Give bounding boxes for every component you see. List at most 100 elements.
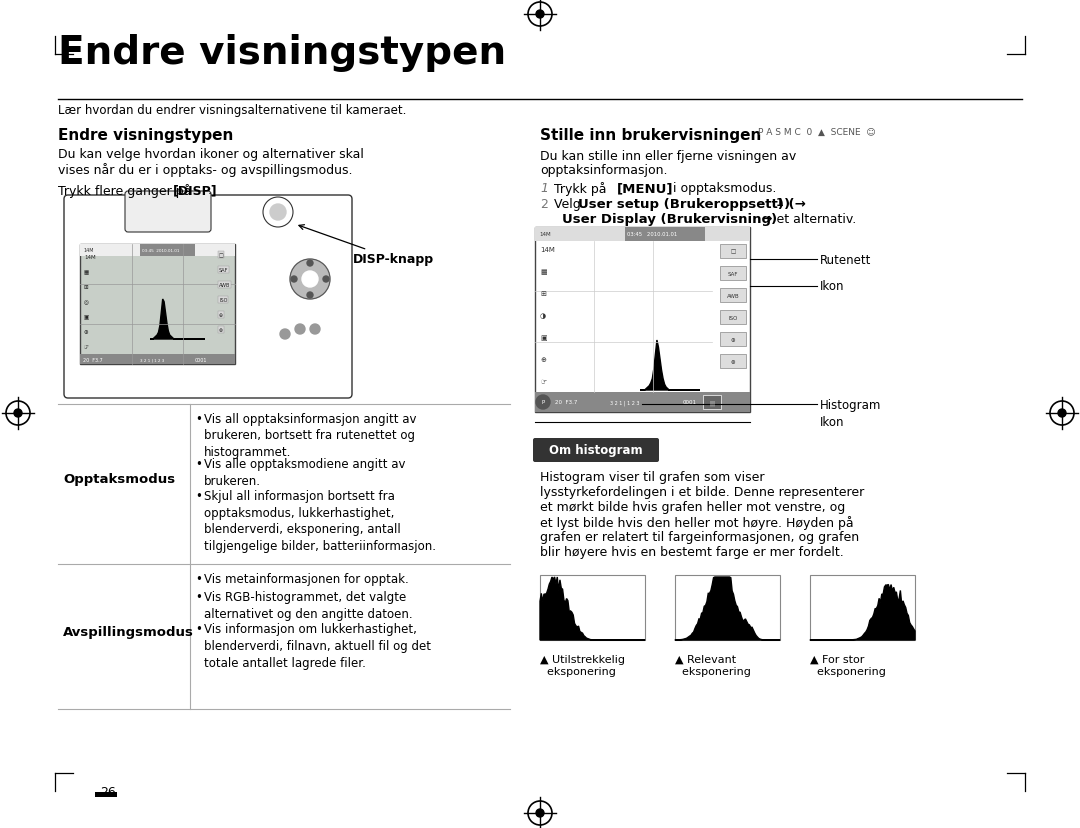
Text: □: □ bbox=[730, 249, 735, 254]
Text: 20  F3.7: 20 F3.7 bbox=[83, 357, 103, 362]
Text: 14M: 14M bbox=[540, 247, 555, 253]
Polygon shape bbox=[150, 300, 205, 339]
Text: → et alternativ.: → et alternativ. bbox=[758, 213, 856, 226]
Text: ⊕: ⊕ bbox=[540, 357, 545, 363]
FancyBboxPatch shape bbox=[64, 195, 352, 398]
Bar bbox=[720, 289, 746, 303]
Text: ◎: ◎ bbox=[84, 300, 89, 305]
Text: ▣: ▣ bbox=[84, 315, 90, 320]
Text: 1: 1 bbox=[540, 182, 548, 195]
Circle shape bbox=[291, 260, 330, 300]
Text: ▲ For stor: ▲ For stor bbox=[810, 654, 864, 664]
Text: ⊗: ⊗ bbox=[219, 328, 224, 333]
Text: •: • bbox=[195, 412, 202, 426]
Bar bbox=[720, 354, 746, 368]
Bar bbox=[720, 310, 746, 325]
Bar bbox=[535, 228, 750, 242]
Text: P A S M C  0  ▲  SCENE  ☺: P A S M C 0 ▲ SCENE ☺ bbox=[758, 128, 876, 137]
Text: 26: 26 bbox=[100, 785, 116, 798]
Text: •: • bbox=[195, 623, 202, 636]
Text: ▲ Relevant: ▲ Relevant bbox=[675, 654, 737, 664]
Text: 14M: 14M bbox=[84, 255, 96, 260]
Text: •: • bbox=[195, 458, 202, 471]
Text: ) →: ) → bbox=[784, 198, 806, 211]
Bar bbox=[625, 228, 705, 242]
Text: ▦: ▦ bbox=[84, 270, 90, 275]
Text: ▣: ▣ bbox=[540, 335, 546, 340]
Text: 20  F3.7: 20 F3.7 bbox=[555, 400, 578, 405]
Text: Du kan stille inn eller fjerne visningen av: Du kan stille inn eller fjerne visningen… bbox=[540, 150, 796, 163]
Text: eksponering: eksponering bbox=[540, 667, 616, 676]
Text: Vis RGB-histogrammet, det valgte
alternativet og den angitte datoen.: Vis RGB-histogrammet, det valgte alterna… bbox=[204, 591, 413, 620]
Circle shape bbox=[1058, 410, 1066, 417]
Text: DISP-knapp: DISP-knapp bbox=[299, 225, 434, 266]
Text: User setup (Brukeroppsett) (: User setup (Brukeroppsett) ( bbox=[578, 198, 795, 211]
Text: 0001: 0001 bbox=[195, 357, 207, 362]
Text: Histogram viser til grafen som viser: Histogram viser til grafen som viser bbox=[540, 470, 765, 484]
Bar bbox=[720, 267, 746, 281]
Text: ▲ Utilstrekkelig: ▲ Utilstrekkelig bbox=[540, 654, 625, 664]
FancyBboxPatch shape bbox=[125, 192, 211, 233]
Text: SAF: SAF bbox=[728, 272, 739, 277]
Text: eksponering: eksponering bbox=[810, 667, 886, 676]
FancyBboxPatch shape bbox=[534, 439, 659, 463]
Text: ⊕: ⊕ bbox=[731, 337, 735, 342]
Text: 1: 1 bbox=[777, 198, 784, 208]
Text: et lyst bilde hvis den heller mot høyre. Høyden på: et lyst bilde hvis den heller mot høyre.… bbox=[540, 515, 853, 529]
Text: ⊕: ⊕ bbox=[84, 330, 89, 335]
Text: 03:45   2010.01.01: 03:45 2010.01.01 bbox=[627, 232, 677, 237]
Bar bbox=[80, 245, 235, 257]
Text: ⊗: ⊗ bbox=[731, 359, 735, 364]
Text: opptaksinformasjon.: opptaksinformasjon. bbox=[540, 164, 667, 177]
Text: Trykk flere ganger på: Trykk flere ganger på bbox=[58, 184, 195, 198]
Text: ▦: ▦ bbox=[540, 268, 546, 275]
Text: Velg: Velg bbox=[554, 198, 584, 211]
Circle shape bbox=[302, 272, 318, 287]
Polygon shape bbox=[640, 340, 700, 391]
Text: 3 2 1 | 1 2 3: 3 2 1 | 1 2 3 bbox=[610, 400, 639, 405]
Polygon shape bbox=[675, 577, 780, 640]
Circle shape bbox=[295, 325, 305, 335]
Text: i opptaksmodus.: i opptaksmodus. bbox=[669, 182, 777, 195]
Text: SAF: SAF bbox=[219, 267, 228, 272]
Text: lysstyrkefordelingen i et bilde. Denne representerer: lysstyrkefordelingen i et bilde. Denne r… bbox=[540, 485, 864, 498]
Text: [DISP]: [DISP] bbox=[173, 184, 218, 197]
Text: ☞: ☞ bbox=[84, 344, 89, 349]
Polygon shape bbox=[810, 585, 915, 640]
Text: Vis all opptaksinformasjon angitt av
brukeren, bortsett fra rutenettet og
histog: Vis all opptaksinformasjon angitt av bru… bbox=[204, 412, 417, 459]
Text: grafen er relatert til fargeinformasjonen, og grafen: grafen er relatert til fargeinformasjone… bbox=[540, 531, 859, 543]
Text: ISO: ISO bbox=[219, 297, 228, 303]
Text: Ikon: Ikon bbox=[820, 416, 845, 429]
Text: Avspillingsmodus: Avspillingsmodus bbox=[63, 625, 194, 638]
Polygon shape bbox=[540, 577, 645, 640]
Text: Opptaksmodus: Opptaksmodus bbox=[63, 473, 175, 486]
Text: ☞: ☞ bbox=[540, 378, 546, 384]
Text: 14M: 14M bbox=[539, 232, 551, 237]
Bar bbox=[703, 396, 721, 410]
Text: vises når du er i opptaks- og avspillingsmodus.: vises når du er i opptaks- og avspilling… bbox=[58, 163, 352, 176]
Bar bbox=[720, 245, 746, 258]
Circle shape bbox=[307, 292, 313, 299]
Text: ⊕: ⊕ bbox=[219, 313, 224, 318]
Text: Vis metainformasjonen for opptak.: Vis metainformasjonen for opptak. bbox=[204, 572, 408, 585]
Circle shape bbox=[280, 330, 291, 339]
Text: AWB: AWB bbox=[219, 282, 230, 287]
Bar bbox=[80, 354, 235, 364]
Text: Vis alle opptaksmodiene angitt av
brukeren.: Vis alle opptaksmodiene angitt av bruker… bbox=[204, 458, 405, 488]
Text: 0001: 0001 bbox=[683, 400, 697, 405]
Text: P: P bbox=[541, 400, 544, 405]
Text: [MENU]: [MENU] bbox=[617, 182, 674, 195]
Text: Om histogram: Om histogram bbox=[550, 444, 643, 457]
Text: ISO: ISO bbox=[728, 315, 738, 320]
Bar bbox=[675, 575, 780, 640]
Text: Vis informasjon om lukkerhastighet,
blenderverdi, filnavn, aktuell fil og det
to: Vis informasjon om lukkerhastighet, blen… bbox=[204, 623, 431, 669]
Bar bbox=[720, 333, 746, 347]
Circle shape bbox=[323, 277, 329, 282]
Circle shape bbox=[310, 325, 320, 335]
Circle shape bbox=[14, 410, 22, 417]
Bar bbox=[535, 228, 750, 412]
Text: Endre visningstypen: Endre visningstypen bbox=[58, 34, 507, 72]
Text: □: □ bbox=[219, 253, 224, 258]
Circle shape bbox=[536, 396, 550, 410]
Text: 14M: 14M bbox=[83, 248, 94, 253]
